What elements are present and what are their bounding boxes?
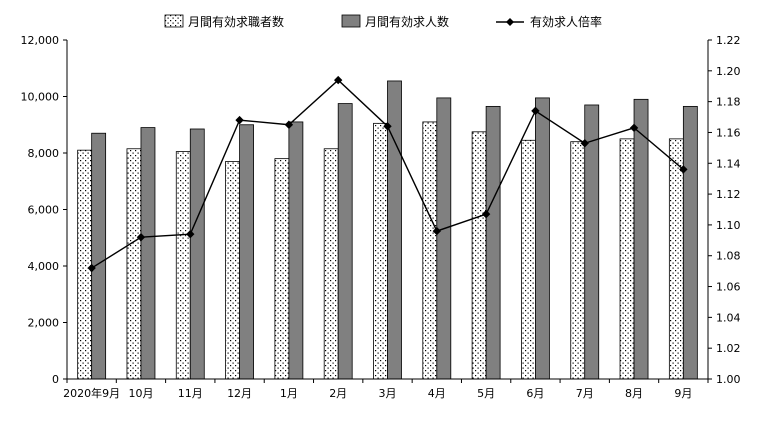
right-tick-label: 1.20 [716, 65, 741, 78]
bar-job-openings [337, 103, 353, 380]
x-tick-label: 1月 [280, 387, 298, 400]
x-tick-label: 6月 [526, 387, 544, 400]
x-tick-label: 8月 [625, 387, 643, 400]
right-tick-label: 1.12 [716, 188, 741, 201]
left-tick-label: 0 [52, 373, 59, 386]
ratio-point [383, 122, 392, 131]
x-tick-label: 10月 [128, 387, 153, 400]
legend-swatch-job-openings [341, 14, 361, 28]
right-tick-label: 1.10 [716, 219, 741, 232]
bar-job-seekers [422, 121, 438, 380]
bar-job-openings [436, 97, 452, 380]
bar-job-seekers [274, 158, 290, 380]
left-tick-label: 12,000 [21, 34, 60, 47]
bar-job-openings [682, 105, 698, 380]
bar-job-openings [288, 121, 304, 380]
legend-label-ratio: 有効求人倍率 [530, 14, 602, 29]
ratio-point [186, 229, 195, 239]
ratio-point [235, 115, 244, 125]
bar-job-openings [584, 104, 600, 380]
right-tick-label: 1.00 [716, 373, 741, 386]
right-tick-label: 1.22 [716, 34, 741, 47]
bar-job-seekers [619, 138, 635, 380]
bar-job-seekers [225, 161, 240, 380]
bar-job-openings [485, 105, 501, 380]
ratio-point [679, 165, 688, 174]
legend-label-job-openings: 月間有効求人数 [365, 14, 449, 29]
left-tick-label: 8,000 [28, 147, 60, 160]
ratio-point [432, 226, 442, 236]
ratio-point [87, 263, 96, 273]
ratio-point [580, 139, 589, 148]
plot-area [77, 75, 698, 380]
ratio-point [333, 75, 343, 85]
bar-job-seekers [323, 148, 339, 380]
x-tick-label: 2月 [329, 387, 347, 400]
right-tick-label: 1.02 [716, 342, 741, 355]
legend-swatch-job-seekers [164, 14, 184, 28]
bar-job-seekers [570, 141, 586, 380]
right-tick-label: 1.08 [716, 250, 741, 263]
bar-job-seekers [126, 148, 142, 380]
right-tick-label: 1.16 [716, 126, 741, 139]
left-tick-label: 4,000 [28, 260, 60, 273]
x-tick-label: 7月 [576, 387, 594, 400]
ratio-point [481, 209, 491, 219]
ratio-point [284, 120, 294, 129]
bar-job-seekers [668, 138, 684, 380]
bar-job-openings [239, 124, 254, 380]
right-tick-label: 1.18 [716, 96, 741, 109]
x-tick-label: 2020年9月 [63, 386, 120, 400]
right-axis: 1.00 1.02 1.04 1.06 1.08 1.10 1.12 1.14 1.16 1.18… [707, 34, 741, 386]
bar-job-openings [140, 127, 156, 380]
ratio-point [136, 233, 146, 242]
bar-job-openings [535, 97, 550, 380]
x-tick-label: 9月 [674, 387, 692, 400]
legend: 月間有効求職者数 月間有効求人数 有効求人倍率 [164, 14, 602, 29]
ratio-point [629, 123, 639, 133]
x-tick-label: 3月 [379, 387, 397, 400]
left-tick-label: 2,000 [28, 317, 60, 330]
left-tick-label: 6,000 [28, 204, 60, 217]
left-tick-label: 10,000 [21, 91, 60, 104]
bar-job-openings [633, 98, 649, 380]
right-tick-label: 1.04 [716, 311, 741, 324]
bar-job-seekers [373, 122, 388, 380]
ratio-point [531, 106, 540, 116]
x-axis: 2020年9月 10月 11月 12月 1月 2月 3月 4月 5月 6月 7月 8月 9月 [63, 378, 709, 400]
x-tick-label: 4月 [428, 387, 446, 400]
legend-swatch-ratio-marker [506, 18, 514, 26]
bar-job-seekers [77, 149, 93, 380]
x-tick-label: 5月 [477, 387, 495, 400]
bar-job-openings [91, 132, 107, 380]
x-tick-label: 12月 [227, 387, 252, 400]
x-tick-label: 11月 [178, 387, 203, 400]
bar-job-seekers [471, 131, 487, 380]
legend-label-job-seekers: 月間有効求職者数 [188, 14, 284, 29]
bar-job-openings [189, 128, 205, 380]
bar-job-seekers [175, 151, 191, 380]
right-tick-label: 1.14 [716, 157, 741, 170]
right-tick-label: 1.06 [716, 281, 741, 294]
bar-job-seekers [521, 139, 536, 380]
left-axis: 0 2,000 4,000 6,000 8,000 10,000 12,000 [21, 34, 68, 386]
